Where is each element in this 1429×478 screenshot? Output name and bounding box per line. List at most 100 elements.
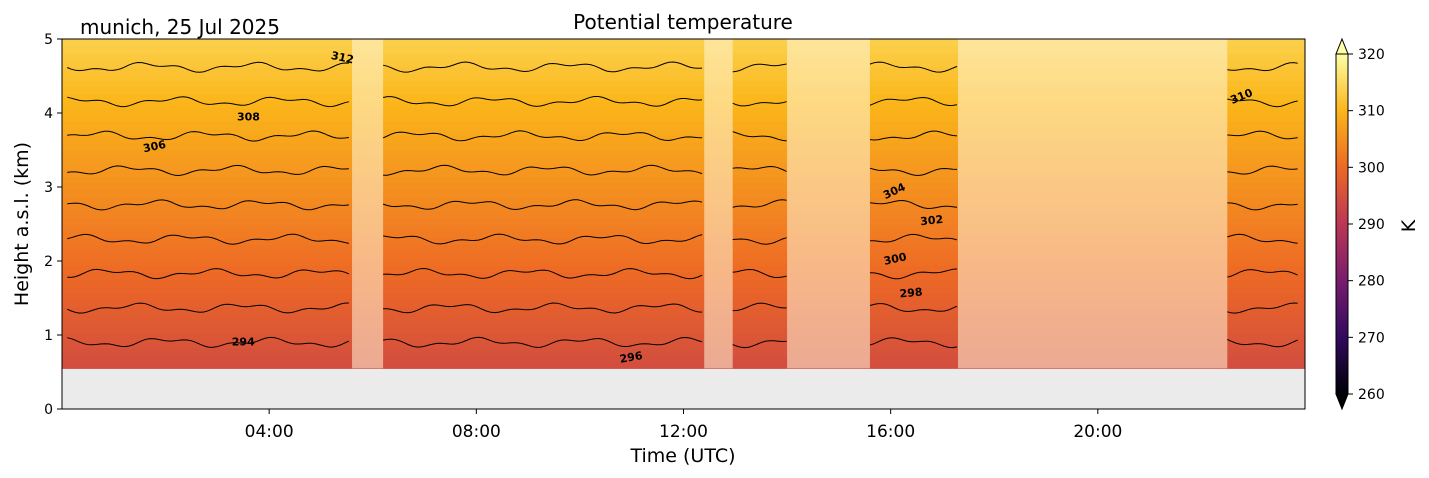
field-band [62,313,1305,321]
field-band [62,52,1305,61]
field-band [62,347,1305,356]
contour-label-308: 308 [237,110,260,123]
field-band [62,306,1305,315]
colorbar-extend-min [1335,393,1349,411]
contour-line-296 [67,336,350,348]
colorbar-label: K [1398,219,1420,232]
field-band [62,320,1305,328]
contour-label-306: 306 [142,138,168,156]
data-gap [352,39,384,369]
contour-line-304 [382,199,703,211]
field-band [62,210,1305,218]
contour-line-300 [869,268,958,280]
colorbar-extend-max [1335,37,1349,55]
contour-line-298 [732,302,787,312]
field-band [62,231,1305,239]
data-gaps [352,39,1228,369]
contour-line-300 [732,268,787,279]
field-band [62,121,1305,129]
field-band [62,272,1305,280]
colorbar-tick-label: 300 [1358,160,1385,176]
contour-line-296 [383,336,703,348]
field-band [62,279,1305,287]
x-tick-label: 12:00 [659,422,708,442]
contour-line-298 [66,302,349,314]
field-band [62,203,1305,212]
contour-line-308 [869,130,958,141]
contour-line-304 [732,199,787,208]
contour-line-302 [732,237,787,245]
field-band [62,340,1305,349]
field-band [62,45,1305,54]
field-band [62,141,1305,150]
field-band [62,196,1305,205]
contour-label-294: 294 [232,335,255,348]
contour-line-296 [732,340,787,349]
contour-line-298 [383,302,703,314]
y-axis: 0 1 2 3 4 5 [44,32,62,418]
field-band [62,59,1305,68]
colorbar-gradient [1335,53,1349,395]
contour-line-304 [67,199,349,211]
contour-line-308 [382,130,703,142]
field-band [62,327,1305,335]
field-band [62,87,1305,95]
x-tick-label: 20:00 [1073,422,1122,442]
temperature-field [62,39,1305,369]
contour-line-312 [382,61,703,73]
contour-line-310 [382,96,703,107]
field-band [62,135,1305,143]
contour-line-312 [732,63,787,73]
data-gap [704,39,733,369]
chart-subtitle: munich, 25 Jul 2025 [80,15,280,39]
field-band [62,265,1305,273]
y-tick-label: 3 [44,180,53,196]
field-band [62,299,1305,308]
colorbar: 260 270 280 290 300 310 320 K [1335,37,1420,411]
contour-label-302: 302 [920,213,944,228]
y-tick-label: 5 [44,32,53,48]
data-gap [957,39,1228,369]
contour-line-312 [869,61,958,73]
field-band [62,189,1305,198]
field-band [62,93,1305,102]
field-band [62,292,1305,301]
contour-label-298: 298 [899,286,923,301]
colorbar-tick-label: 260 [1358,387,1385,403]
field-band [62,162,1305,170]
y-tick-label: 2 [44,254,53,270]
y-tick-label: 1 [44,328,53,344]
field-band [62,80,1305,88]
contour-line-302 [869,233,958,243]
y-axis-label: Height a.s.l. (km) [11,142,33,306]
field-band [62,354,1305,363]
field-band [62,128,1305,136]
contour-line-296 [869,337,958,349]
field-band [62,285,1305,294]
field-band [62,224,1305,232]
field-band [62,107,1305,116]
field-band [62,176,1305,184]
y-tick-label: 0 [44,402,53,418]
field-band [62,169,1305,177]
x-axis: 04:00 08:00 12:00 16:00 20:00 [245,409,1122,442]
colorbar-ticks: 260 270 280 290 300 310 320 [1348,47,1385,403]
chart-title: Potential temperature [573,10,793,34]
field-band [62,183,1305,191]
x-axis-label: Time (UTC) [629,445,735,467]
contour-line-306 [67,164,349,177]
contour-line-304 [869,199,958,210]
contour-label-300: 300 [883,250,909,268]
field-band [62,258,1305,266]
field-band [62,361,1305,369]
contour-line-312 [1227,62,1298,72]
contour-line-300 [67,268,350,280]
contour-line-308 [1227,130,1298,140]
field-band [62,148,1305,157]
contour-line-302 [67,233,350,245]
field-band [62,244,1305,253]
field-band [62,73,1305,81]
field-band [62,66,1305,74]
x-tick-label: 04:00 [245,422,294,442]
contour-line-298 [869,303,958,313]
